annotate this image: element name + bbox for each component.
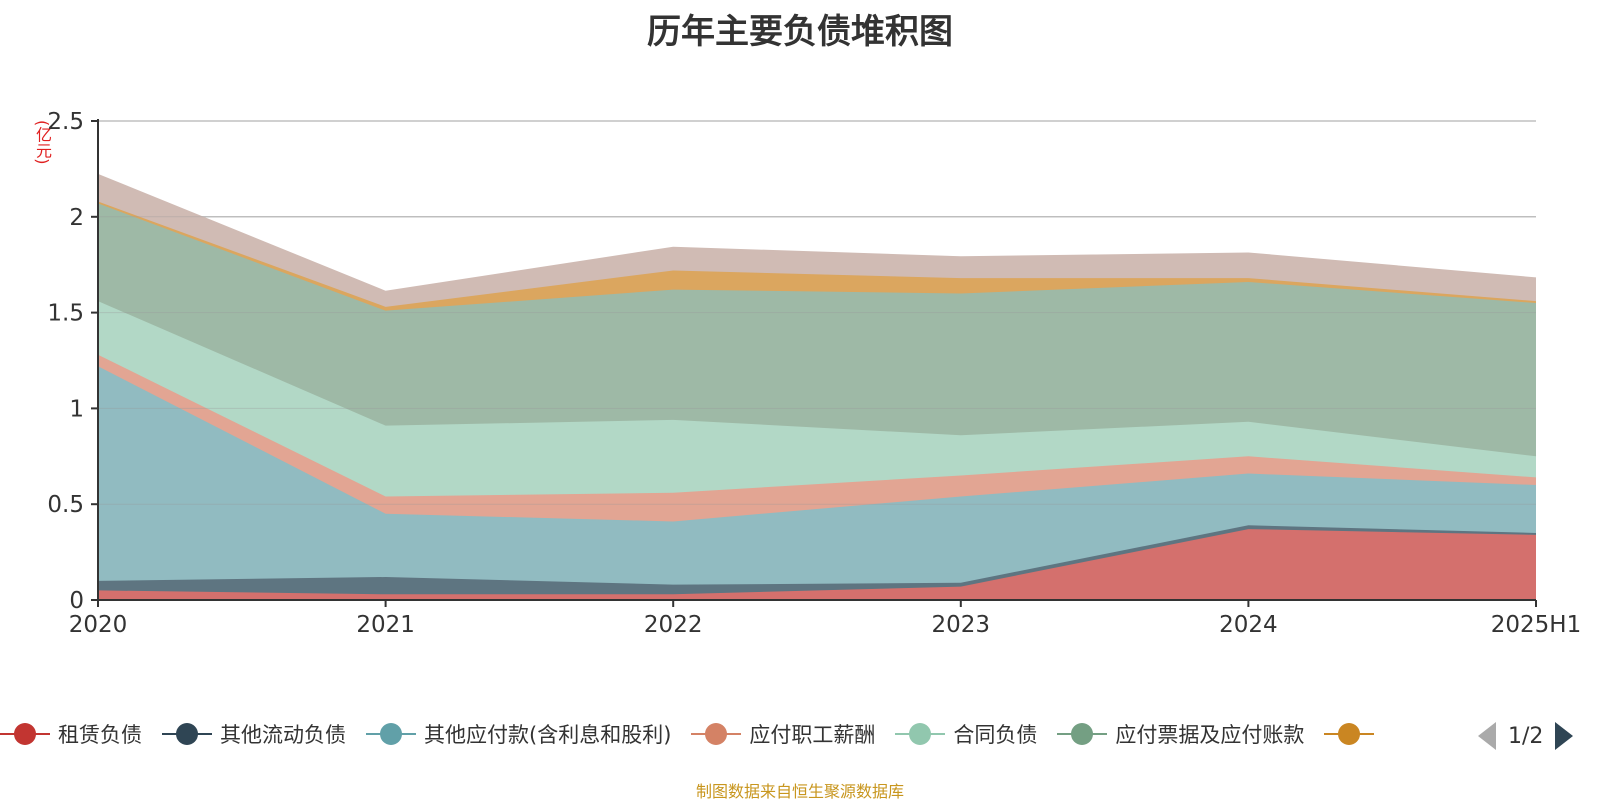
legend-marker-icon bbox=[0, 722, 50, 746]
area-series-1 bbox=[98, 525, 1536, 595]
x-tick-label: 2023 bbox=[932, 612, 991, 638]
area-series-6 bbox=[98, 201, 1536, 311]
legend-marker-icon bbox=[895, 722, 946, 746]
legend-item[interactable]: 租赁负债 bbox=[0, 716, 142, 752]
x-tick-label: 2024 bbox=[1219, 612, 1278, 638]
y-tick-label: 2.5 bbox=[47, 109, 84, 135]
area-series-4 bbox=[98, 301, 1536, 497]
series-line-7 bbox=[97, 173, 1537, 293]
legend-marker-icon bbox=[1057, 722, 1108, 746]
legend-label: 其他流动负债 bbox=[220, 723, 346, 747]
chart-title: 历年主要负债堆积图 bbox=[647, 12, 953, 52]
legend-marker-icon bbox=[366, 722, 416, 746]
area-series-5 bbox=[98, 203, 1536, 457]
legend-item[interactable]: 其他流动负债 bbox=[162, 716, 346, 752]
data-source-footer: 制图数据来自恒生聚源数据库 bbox=[695, 782, 904, 801]
y-tick-label: 1.5 bbox=[47, 301, 84, 327]
legend-marker-icon bbox=[1324, 722, 1375, 746]
legend-item[interactable]: 应付职工薪酬 bbox=[691, 716, 875, 752]
chart-legend: 租赁负债 其他流动负债 其他应付款(含利息和股利) 应付职工薪酬 合同负债 应付票据及应付… bbox=[0, 716, 1470, 752]
area-series-2 bbox=[98, 366, 1536, 585]
y-tick-label: 0 bbox=[69, 588, 84, 614]
x-tick-label: 2021 bbox=[356, 612, 415, 638]
x-tick-label: 2025H1 bbox=[1491, 612, 1581, 638]
legend-pager: 1/2 bbox=[1478, 718, 1574, 754]
x-tick-label: 2022 bbox=[644, 612, 703, 638]
legend-item[interactable]: 其他应付款(含利息和股利) bbox=[366, 716, 671, 752]
legend-label: 合同负债 bbox=[953, 723, 1038, 747]
area-series-3 bbox=[98, 354, 1536, 522]
legend-marker-icon bbox=[162, 722, 212, 746]
y-tick-label: 0.5 bbox=[47, 492, 84, 518]
legend-item[interactable]: 合同负债 bbox=[895, 716, 1037, 752]
legend-page-indicator: 1/2 bbox=[1508, 723, 1544, 749]
legend-label: 租赁负债 bbox=[58, 723, 142, 747]
area-series-7 bbox=[98, 174, 1536, 307]
legend-marker-icon bbox=[691, 722, 742, 746]
area-series-0 bbox=[98, 529, 1536, 600]
legend-label: 其他应付款(含利息和股利) bbox=[424, 723, 672, 747]
legend-prev-page-button[interactable] bbox=[1478, 722, 1496, 750]
legend-label: 应付票据及应付账款 bbox=[1115, 723, 1305, 747]
y-tick-label: 1 bbox=[69, 396, 84, 422]
legend-item[interactable]: 应付票据及应付账款 bbox=[1057, 716, 1304, 752]
legend-item[interactable] bbox=[1324, 716, 1382, 752]
y-axis-unit-label: (亿元) bbox=[33, 120, 52, 165]
legend-next-page-button[interactable] bbox=[1555, 722, 1574, 750]
y-tick-label: 2 bbox=[69, 205, 84, 231]
legend-label: 应付职工薪酬 bbox=[749, 723, 876, 747]
x-tick-label: 2020 bbox=[69, 612, 128, 638]
